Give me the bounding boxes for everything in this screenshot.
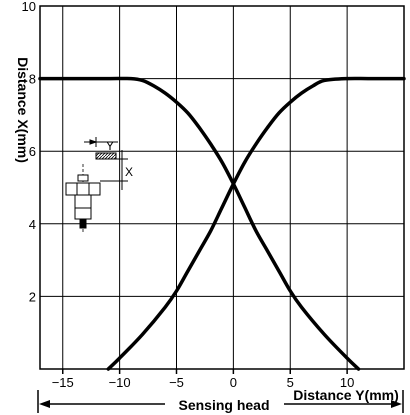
y-dim-arrow-icon bbox=[89, 139, 98, 145]
inset-x-label: X bbox=[125, 165, 133, 179]
sensor-body bbox=[74, 194, 92, 220]
tick-labels: −15 −10 −5 0 5 10 2 4 6 8 10 bbox=[22, 0, 355, 390]
x-tick-label-2: −5 bbox=[169, 375, 184, 390]
x-tick-label-0: −15 bbox=[52, 375, 74, 390]
sensor-tip bbox=[77, 174, 89, 182]
series-line-0 bbox=[38, 76, 361, 371]
x-axis-title: Distance Y(mm) bbox=[293, 387, 399, 403]
arrow-head-right-icon bbox=[391, 400, 402, 408]
x-tick-label-1: −10 bbox=[109, 375, 131, 390]
y-axis-title: Distance X(mm) bbox=[15, 57, 31, 163]
target-plate bbox=[95, 152, 117, 160]
series-group bbox=[38, 76, 406, 371]
y-tick-label-2: 6 bbox=[29, 144, 36, 159]
inset-y-label: Y bbox=[106, 139, 114, 153]
x-tick-label-4: 5 bbox=[287, 375, 294, 390]
series-line-1 bbox=[106, 76, 406, 371]
sensing-head-label: Sensing head bbox=[178, 397, 269, 413]
y-tick-label-3: 8 bbox=[29, 72, 36, 87]
sensing-head-annotation: Sensing head bbox=[37, 390, 404, 413]
sensor-nut bbox=[65, 182, 101, 196]
arrow-head-left-icon bbox=[39, 400, 50, 408]
plot-frame bbox=[39, 5, 405, 370]
y-tick-label-1: 4 bbox=[29, 217, 36, 232]
sensing-head-diagram: Y X bbox=[65, 137, 133, 232]
y-tick-label-0: 2 bbox=[29, 289, 36, 304]
y-tick-label-4: 10 bbox=[22, 0, 36, 14]
x-tick-label-3: 0 bbox=[230, 375, 237, 390]
plot-border bbox=[39, 5, 405, 370]
sensor-cable bbox=[79, 218, 87, 229]
x-tick-label-5: 10 bbox=[340, 375, 354, 390]
